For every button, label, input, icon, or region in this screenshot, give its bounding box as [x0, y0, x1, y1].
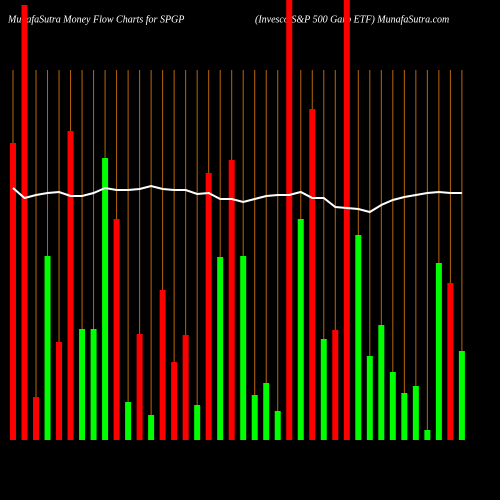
bar: [194, 405, 201, 440]
bar: [33, 397, 40, 440]
bar: [378, 325, 385, 440]
bar: [56, 342, 63, 440]
bar: [102, 158, 109, 440]
bar: [263, 383, 270, 440]
bar: [332, 330, 339, 440]
bar: [435, 263, 442, 440]
bar: [21, 5, 28, 440]
bar: [90, 329, 97, 440]
bar: [458, 351, 465, 440]
bar: [297, 219, 304, 440]
bar: [447, 283, 454, 440]
bar: [366, 356, 373, 440]
bar: [320, 339, 327, 440]
bar: [286, 0, 293, 440]
bar: [401, 393, 408, 440]
bar: [240, 256, 247, 440]
chart-subtitle: (Invesco S&P 500 Garp ETF) MunafaSutra.c…: [255, 14, 449, 25]
bar: [309, 109, 316, 440]
bar: [412, 386, 419, 440]
bar: [205, 173, 212, 440]
money-flow-line: [12, 184, 462, 214]
bar: [251, 395, 258, 440]
bar: [228, 160, 235, 440]
bar: [424, 430, 431, 440]
bar: [274, 411, 281, 440]
bar: [355, 235, 362, 440]
bar: [113, 219, 120, 440]
bar: [10, 143, 16, 440]
bar: [148, 415, 155, 440]
bar: [389, 372, 396, 440]
bar: [136, 334, 143, 440]
bar: [159, 290, 166, 440]
bar: [125, 402, 132, 440]
chart-title: MunafaSutra Money Flow Charts for SPGP: [7, 14, 184, 25]
bar: [217, 257, 224, 440]
bar: [44, 256, 51, 440]
bar: [79, 329, 86, 440]
bar: [67, 131, 74, 440]
bar: [171, 362, 178, 440]
bar: [343, 0, 350, 440]
bar: [182, 335, 189, 440]
